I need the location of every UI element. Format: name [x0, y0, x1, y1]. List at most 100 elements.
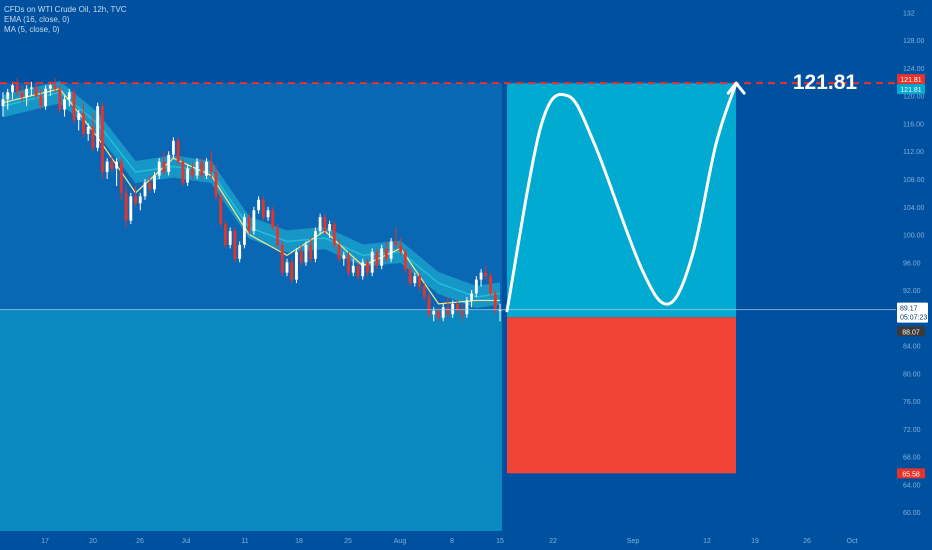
candle	[214, 172, 218, 197]
candle	[313, 231, 317, 259]
plot-area[interactable]: 121.81	[0, 71, 896, 531]
y-tick-label: 76.00	[903, 399, 921, 406]
candle	[422, 286, 426, 297]
target-price-tag-blue: 121.81	[900, 87, 922, 94]
candle	[209, 161, 213, 173]
candle	[162, 161, 166, 173]
y-tick-label: 60.00	[903, 510, 921, 517]
candle	[403, 251, 407, 270]
candle	[195, 161, 199, 176]
candle	[380, 248, 384, 266]
y-tick-label: 112.00	[903, 149, 924, 156]
candle	[304, 244, 308, 263]
candle	[266, 210, 270, 218]
candle	[82, 113, 85, 134]
x-tick-label: 17	[41, 538, 49, 545]
candle	[323, 217, 327, 232]
y-tick-label: 124.00	[903, 66, 925, 73]
candle	[347, 255, 350, 273]
candle	[15, 85, 19, 93]
x-tick-label: 26	[803, 538, 811, 545]
candle	[361, 262, 365, 277]
arrow-head-icon	[726, 81, 746, 95]
y-tick-label: 108.00	[903, 177, 925, 184]
candle	[72, 92, 76, 121]
candle	[77, 113, 81, 121]
current-price-tag: 89.17	[900, 306, 918, 313]
candle	[115, 161, 119, 169]
candle	[29, 87, 33, 89]
candle	[451, 303, 455, 315]
x-tick-label: Sep	[627, 538, 640, 545]
candle	[1, 99, 5, 107]
candle	[261, 199, 265, 218]
candle	[157, 161, 161, 176]
candle	[67, 92, 71, 100]
candle	[200, 161, 204, 176]
candle	[257, 199, 261, 211]
candle	[252, 210, 256, 232]
candle	[138, 196, 142, 204]
y-tick-label: 116.00	[903, 121, 924, 128]
candle	[205, 161, 208, 176]
x-tick-label: Jul	[182, 538, 191, 545]
candle	[351, 265, 355, 273]
projected-path[interactable]	[505, 81, 738, 313]
y-tick-label: 100.00	[903, 233, 925, 240]
candle	[474, 279, 478, 294]
x-tick-label: 15	[496, 538, 504, 545]
candle	[418, 276, 421, 287]
candle	[356, 265, 360, 277]
candle	[233, 231, 237, 259]
candle	[342, 255, 346, 259]
candle	[413, 276, 417, 284]
candle	[167, 154, 171, 173]
candle	[148, 182, 152, 190]
candle	[63, 99, 66, 110]
candle	[176, 140, 180, 162]
candle	[479, 272, 483, 280]
candle	[39, 95, 43, 107]
candle	[110, 161, 114, 169]
x-tick-label: 22	[549, 538, 557, 545]
x-tick-label: 11	[241, 538, 248, 545]
candle	[86, 126, 90, 134]
candle	[20, 92, 24, 98]
candle	[484, 272, 488, 277]
candle	[470, 293, 474, 301]
candle	[219, 196, 223, 225]
y-tick-label: 72.00	[903, 427, 921, 434]
candle	[34, 87, 38, 96]
candle	[124, 192, 128, 221]
candle	[6, 92, 10, 100]
candle	[366, 262, 369, 273]
candle	[309, 244, 313, 259]
y-tick-label: 84.00	[903, 344, 921, 351]
candle	[299, 251, 303, 263]
candle	[58, 88, 62, 110]
ema-band	[3, 81, 500, 309]
candle	[337, 244, 341, 259]
y-tick-label: 120.00	[903, 94, 925, 101]
candle	[100, 106, 104, 173]
candle	[186, 168, 190, 183]
x-tick-label: 26	[136, 538, 144, 545]
y-tick-label: 64.00	[903, 482, 921, 489]
stop-zone[interactable]	[507, 317, 736, 474]
candle	[96, 106, 100, 148]
target-zone[interactable]	[507, 83, 736, 318]
candle	[460, 310, 464, 315]
candle	[238, 244, 242, 259]
candle	[408, 269, 412, 284]
candle	[285, 262, 289, 273]
x-tick-label: 12	[703, 538, 711, 545]
candle	[105, 161, 109, 173]
x-tick-label: 19	[751, 538, 759, 545]
candle	[427, 296, 431, 315]
history-shade	[0, 309, 502, 531]
x-tick-label: Oct	[847, 538, 858, 545]
candle	[384, 248, 388, 259]
candle	[224, 224, 227, 245]
candle	[44, 88, 48, 107]
